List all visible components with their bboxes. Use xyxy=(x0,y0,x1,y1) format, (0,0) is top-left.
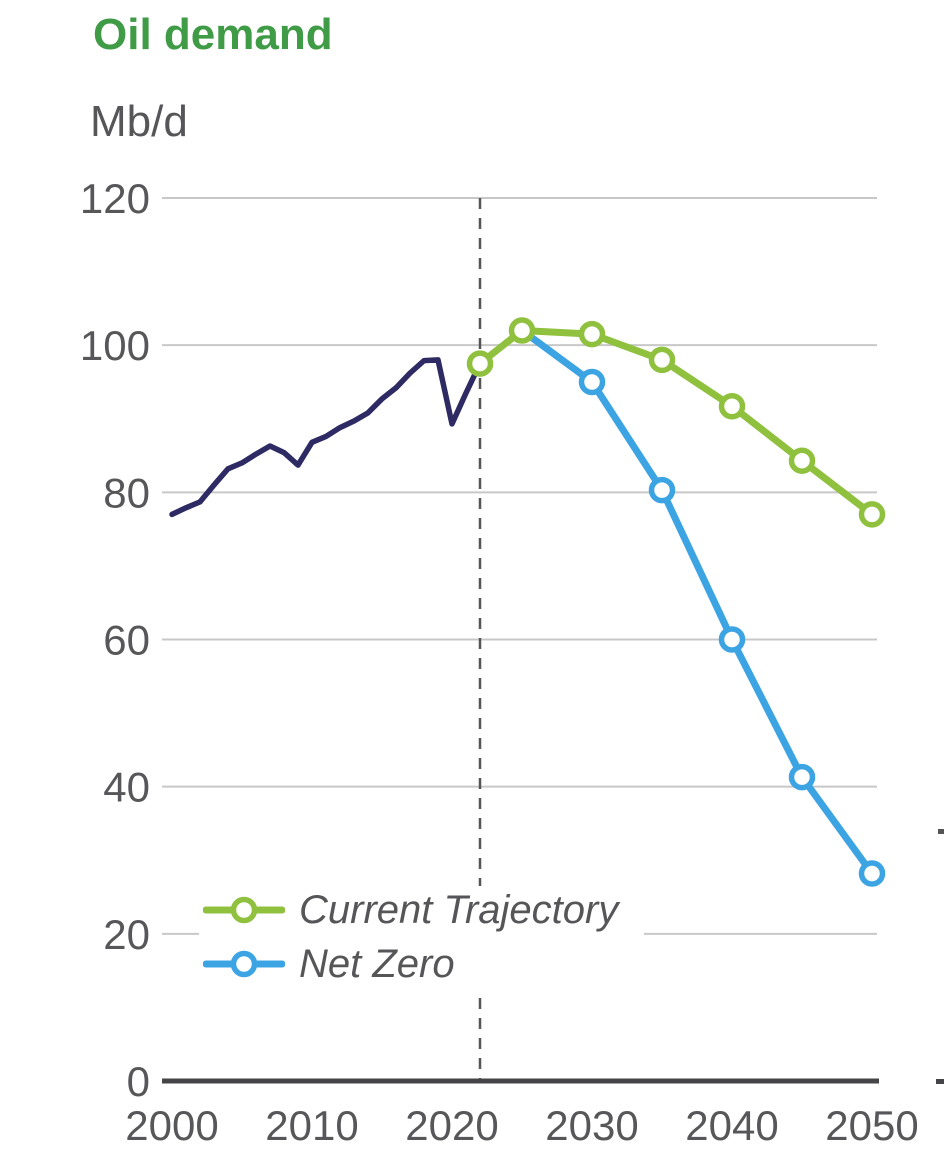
marker-current-trajectory-2035 xyxy=(648,346,676,374)
y-tick-label-60: 60 xyxy=(103,617,150,664)
y-tick-label-100: 100 xyxy=(80,322,150,369)
net-zero-swatch-icon xyxy=(203,950,285,978)
series-line-net-zero xyxy=(518,326,876,877)
x-tick-label-2020: 2020 xyxy=(405,1102,498,1149)
legend-label-current-trajectory: Current Trajectory xyxy=(299,888,619,932)
series-line-current-trajectory xyxy=(476,326,876,518)
x-tick-label-2040: 2040 xyxy=(685,1102,778,1149)
series-line-history xyxy=(169,357,483,518)
x-tick-label-2000: 2000 xyxy=(125,1102,218,1149)
legend-label-net-zero: Net Zero xyxy=(299,942,455,986)
marker-net-zero-2050 xyxy=(858,860,886,887)
right-edge-mark-upper xyxy=(938,829,944,834)
y-tick-label-0: 0 xyxy=(127,1058,150,1105)
marker-current-trajectory-2045 xyxy=(788,447,816,474)
marker-current-trajectory-2022 xyxy=(466,350,494,377)
legend-item-current-trajectory: Current Trajectory xyxy=(203,886,618,934)
marker-current-trajectory-2040 xyxy=(718,392,746,420)
marker-net-zero-2045 xyxy=(788,763,816,791)
current-trajectory-swatch-icon xyxy=(203,896,285,924)
y-tick-label-120: 120 xyxy=(80,175,150,222)
legend-item-net-zero: Net Zero xyxy=(203,940,618,988)
marker-net-zero-2040 xyxy=(718,626,746,653)
x-tick-label-2010: 2010 xyxy=(265,1102,358,1149)
y-tick-label-80: 80 xyxy=(103,469,150,516)
y-tick-label-20: 20 xyxy=(103,911,150,958)
marker-current-trajectory-2050 xyxy=(858,501,886,528)
marker-net-zero-2030 xyxy=(578,368,606,396)
chart-title: Oil demand xyxy=(93,10,333,59)
x-tick-label-2030: 2030 xyxy=(545,1102,638,1149)
marker-current-trajectory-2030 xyxy=(578,320,606,348)
y-axis-unit-label: Mb/d xyxy=(90,97,188,146)
marker-current-trajectory-2025 xyxy=(508,317,536,344)
legend: Current Trajectory Net Zero xyxy=(199,886,645,990)
y-tick-label-40: 40 xyxy=(103,764,150,811)
right-edge-mark-axis xyxy=(936,1079,944,1084)
marker-net-zero-2035 xyxy=(648,476,676,504)
x-tick-label-2050: 2050 xyxy=(825,1102,918,1149)
